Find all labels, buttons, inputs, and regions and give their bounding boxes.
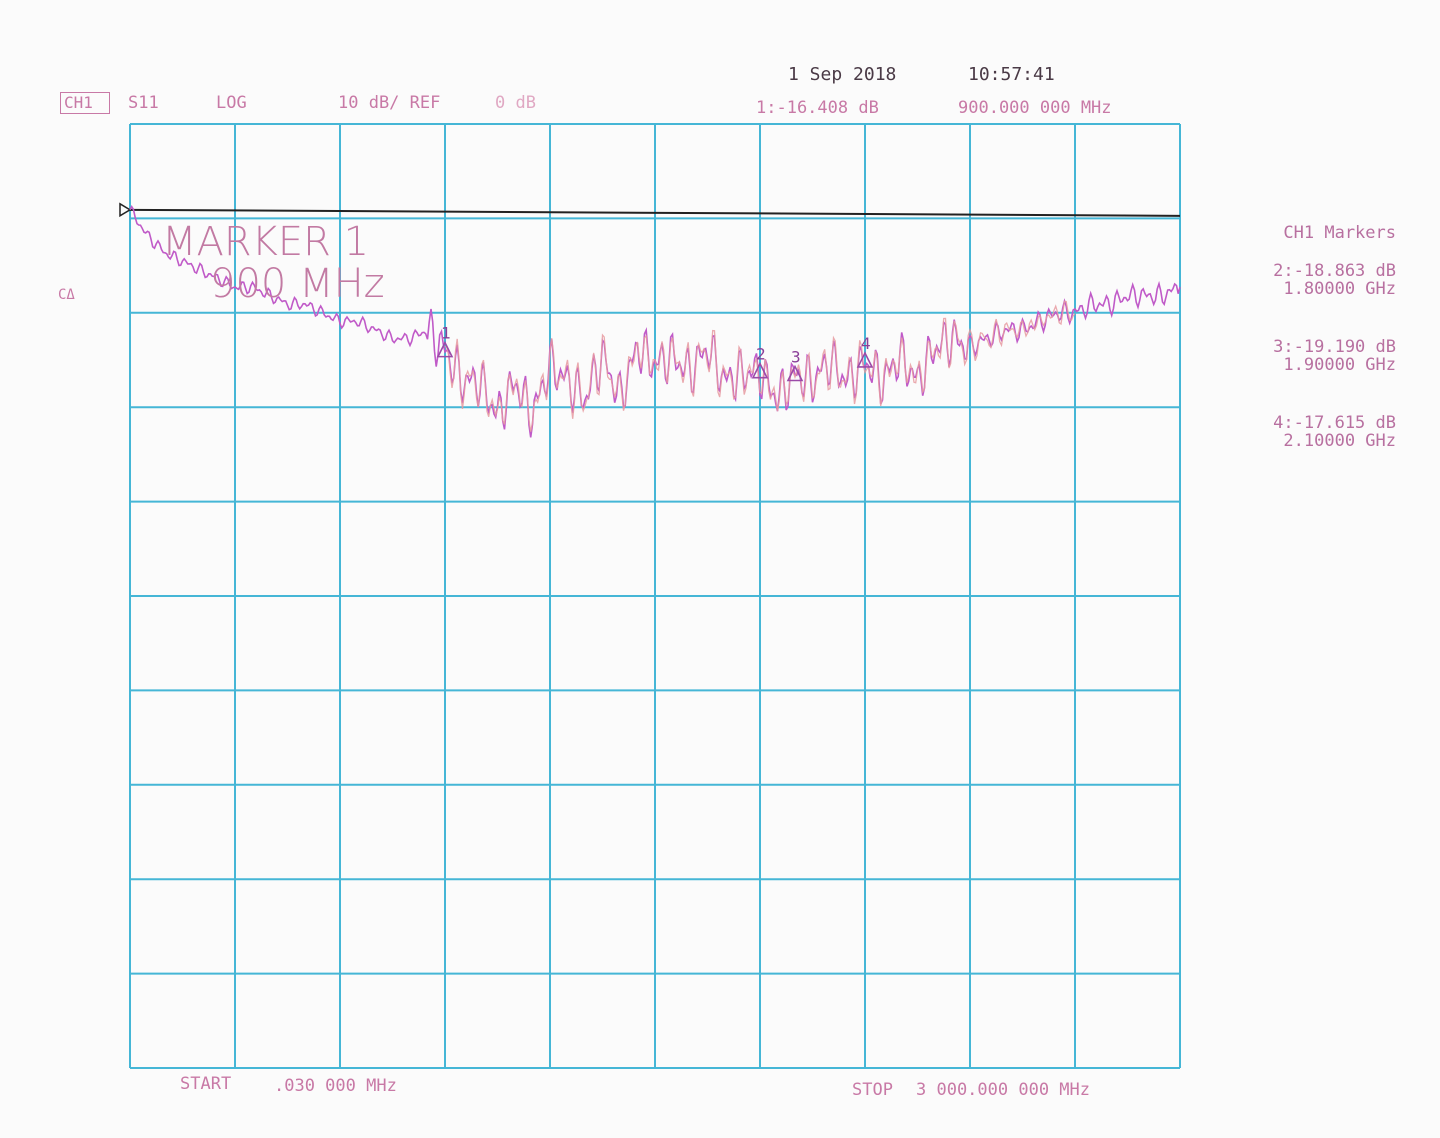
trace-line-overlay (444, 300, 1076, 432)
marker-3-label: 3 (791, 348, 801, 367)
stop-value: 3 000.000 000 MHz (916, 1080, 1090, 1100)
marker-entry-4: 4:-17.615 dB 2.10000 GHz (1210, 414, 1396, 450)
channel-label: CH1 (64, 93, 93, 112)
date-label: 1 Sep 2018 (788, 64, 897, 85)
markers-panel-title: CH1 Markers (1283, 223, 1396, 243)
marker-3-value: 3:-19.190 dB (1273, 337, 1396, 357)
marker-2-icon (751, 361, 769, 379)
ref-value-label: 0 dB (495, 93, 536, 113)
marker-4-label: 4 (861, 334, 871, 353)
calibration-indicator: CΔ (58, 287, 75, 303)
marker-2-value: 2:-18.863 dB (1273, 261, 1396, 281)
channel-box (60, 92, 110, 114)
marker-entry-2: 2:-18.863 dB 1.80000 GHz (1210, 262, 1396, 298)
marker-2-freq: 1.80000 GHz (1283, 279, 1396, 299)
marker-frequency: 900 MHz (210, 261, 385, 307)
format-label: LOG (216, 93, 247, 113)
marker-entry-3: 3:-19.190 dB 1.90000 GHz (1210, 338, 1396, 374)
marker-4-value: 4:-17.615 dB (1273, 413, 1396, 433)
marker-1-icon (436, 340, 454, 358)
reference-line (129, 208, 1181, 217)
marker-readout-value: 1:-16.408 dB (756, 98, 879, 118)
scale-label: 10 dB/ REF (338, 93, 441, 113)
reference-pointer-icon (119, 202, 132, 218)
marker-title: MARKER 1 (162, 219, 370, 265)
marker-1-label: 1 (441, 324, 451, 343)
marker-3-freq: 1.90000 GHz (1283, 355, 1396, 375)
marker-4-icon (856, 351, 874, 368)
marker-4-freq: 2.10000 GHz (1283, 431, 1396, 451)
start-value: .030 000 MHz (274, 1076, 397, 1096)
marker-readout-freq: 900.000 000 MHz (958, 98, 1112, 118)
marker-3-icon (786, 364, 804, 382)
parameter-label: S11 (128, 93, 159, 113)
start-label: START (180, 1074, 232, 1094)
stop-label: STOP (852, 1080, 893, 1100)
marker-2-label: 2 (756, 345, 766, 364)
time-label: 10:57:41 (968, 64, 1055, 85)
